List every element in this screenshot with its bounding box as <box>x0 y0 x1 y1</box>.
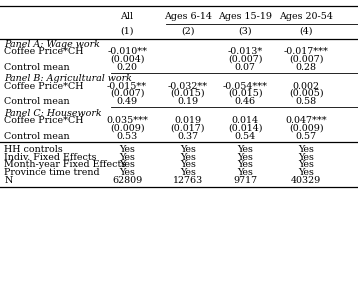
Text: Ages 6-14: Ages 6-14 <box>164 12 212 20</box>
Text: 0.019: 0.019 <box>174 117 202 125</box>
Text: 0.047***: 0.047*** <box>285 117 327 125</box>
Text: N: N <box>4 176 13 185</box>
Text: -0.015**: -0.015** <box>107 82 147 91</box>
Text: 0.002: 0.002 <box>292 82 320 91</box>
Text: 9717: 9717 <box>233 176 257 185</box>
Text: Yes: Yes <box>298 168 314 177</box>
Text: (0.004): (0.004) <box>110 55 144 63</box>
Text: Coffee Price*CH: Coffee Price*CH <box>4 117 84 125</box>
Text: Panel B: Agricultural work: Panel B: Agricultural work <box>4 74 132 83</box>
Text: 0.58: 0.58 <box>295 97 317 106</box>
Text: (0.014): (0.014) <box>228 124 262 132</box>
Text: (0.015): (0.015) <box>228 89 262 98</box>
Text: (1): (1) <box>120 27 134 36</box>
Text: (0.005): (0.005) <box>289 89 323 98</box>
Text: Coffee Price*CH: Coffee Price*CH <box>4 48 84 56</box>
Text: Coffee Price*CH: Coffee Price*CH <box>4 82 84 91</box>
Text: Yes: Yes <box>237 145 253 154</box>
Text: Yes: Yes <box>237 160 253 169</box>
Text: Panel C: Housework: Panel C: Housework <box>4 109 102 118</box>
Text: Control mean: Control mean <box>4 132 70 140</box>
Text: 12763: 12763 <box>173 176 203 185</box>
Text: Yes: Yes <box>237 153 253 161</box>
Text: 62809: 62809 <box>112 176 142 185</box>
Text: -0.013*: -0.013* <box>228 48 263 56</box>
Text: Yes: Yes <box>180 153 196 161</box>
Text: -0.010**: -0.010** <box>107 48 147 56</box>
Text: 0.014: 0.014 <box>232 117 259 125</box>
Text: HH controls: HH controls <box>4 145 63 154</box>
Text: 0.20: 0.20 <box>117 63 137 72</box>
Text: All: All <box>121 12 134 20</box>
Text: Yes: Yes <box>237 168 253 177</box>
Text: Yes: Yes <box>119 168 135 177</box>
Text: (3): (3) <box>238 27 252 36</box>
Text: Ages 15-19: Ages 15-19 <box>218 12 272 20</box>
Text: (0.007): (0.007) <box>228 55 262 63</box>
Text: 0.37: 0.37 <box>177 132 199 140</box>
Text: Ages 20-54: Ages 20-54 <box>279 12 333 20</box>
Text: 0.46: 0.46 <box>234 97 256 106</box>
Text: (2): (2) <box>181 27 195 36</box>
Text: -0.032**: -0.032** <box>168 82 208 91</box>
Text: 0.28: 0.28 <box>296 63 316 72</box>
Text: 0.19: 0.19 <box>177 97 199 106</box>
Text: Control mean: Control mean <box>4 97 70 106</box>
Text: (0.009): (0.009) <box>289 124 323 132</box>
Text: (0.015): (0.015) <box>171 89 205 98</box>
Text: Yes: Yes <box>298 160 314 169</box>
Text: (0.007): (0.007) <box>289 55 323 63</box>
Text: Yes: Yes <box>180 145 196 154</box>
Text: 0.07: 0.07 <box>235 63 256 72</box>
Text: Control mean: Control mean <box>4 63 70 72</box>
Text: Yes: Yes <box>298 153 314 161</box>
Text: Yes: Yes <box>298 145 314 154</box>
Text: Yes: Yes <box>119 160 135 169</box>
Text: Panel A: Wage work: Panel A: Wage work <box>4 40 100 49</box>
Text: 0.49: 0.49 <box>116 97 138 106</box>
Text: -0.017***: -0.017*** <box>284 48 329 56</box>
Text: 40329: 40329 <box>291 176 321 185</box>
Text: Indiv. Fixed Effects: Indiv. Fixed Effects <box>4 153 97 161</box>
Text: (4): (4) <box>299 27 313 36</box>
Text: 0.53: 0.53 <box>116 132 138 140</box>
Text: 0.035***: 0.035*** <box>106 117 148 125</box>
Text: -0.054***: -0.054*** <box>223 82 268 91</box>
Text: 0.57: 0.57 <box>295 132 317 140</box>
Text: (0.017): (0.017) <box>171 124 205 132</box>
Text: Yes: Yes <box>180 168 196 177</box>
Text: (0.007): (0.007) <box>110 89 144 98</box>
Text: Month-year Fixed Effects: Month-year Fixed Effects <box>4 160 126 169</box>
Text: Yes: Yes <box>119 153 135 161</box>
Text: Yes: Yes <box>119 145 135 154</box>
Text: (0.009): (0.009) <box>110 124 144 132</box>
Text: Province time trend: Province time trend <box>4 168 100 177</box>
Text: Yes: Yes <box>180 160 196 169</box>
Text: 0.54: 0.54 <box>234 132 256 140</box>
